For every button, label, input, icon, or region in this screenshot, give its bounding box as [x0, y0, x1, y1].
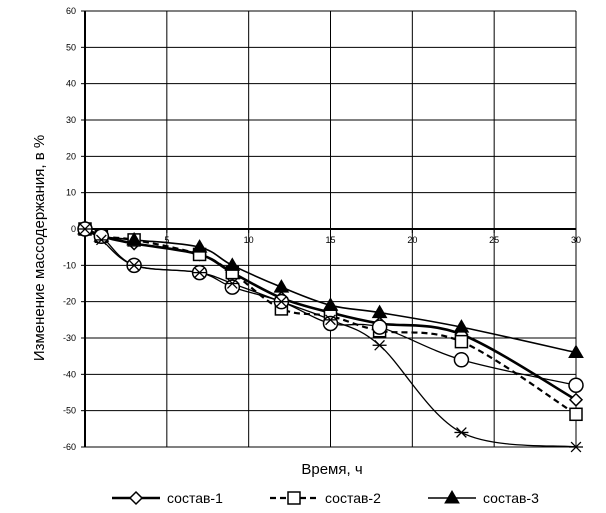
axes: [81, 10, 577, 448]
series-line-3: [84, 228, 577, 354]
series-4-point: [453, 352, 470, 368]
series-4-point: [322, 315, 339, 332]
series-3-point: [273, 279, 290, 293]
y-tick-label: -50: [63, 406, 76, 416]
y-tick-label: 20: [66, 151, 76, 161]
y-tick-label: 60: [66, 6, 76, 16]
y-tick-label: -10: [63, 260, 76, 270]
x-tick-label: 20: [407, 235, 417, 245]
series-5-point: [225, 278, 240, 289]
x-tick-label: 15: [325, 235, 335, 245]
y-axis-title: Изменение массодержания, в %: [31, 135, 48, 361]
series-line-2: [84, 227, 577, 416]
y-tick-label: -20: [63, 297, 76, 307]
legend-marker-square: [287, 491, 301, 505]
series-4-point: [371, 319, 388, 335]
x-tick-label: 30: [571, 235, 581, 245]
series-2-point: [569, 407, 583, 422]
series-5-point: [94, 234, 109, 246]
y-tick-label: 0: [71, 224, 76, 234]
series-5-point: [78, 223, 92, 235]
legend-marker-triangle: [444, 490, 460, 504]
y-tick-label: -30: [63, 333, 76, 343]
series-line-1: [84, 227, 577, 401]
series-5-point: [454, 427, 469, 438]
series-1-point: [568, 392, 584, 407]
legend: состав-1 состав-2 состав-3: [112, 490, 539, 506]
series-5-point: [192, 267, 207, 278]
legend-label: состав-2: [325, 490, 381, 506]
series-4-point: [93, 228, 110, 245]
series-3-point: [453, 319, 470, 333]
series-3-point: [191, 239, 208, 253]
series-3-point: [224, 257, 241, 271]
series-5-point: [274, 296, 289, 308]
series-5-point: [372, 339, 387, 351]
legend-label: состав-3: [483, 490, 539, 506]
series-5-point: [569, 441, 583, 453]
series-3-point: [371, 304, 388, 319]
x-tick-label: 10: [244, 235, 254, 245]
series-3-point: [568, 344, 584, 359]
legend-label: состав-1: [167, 490, 223, 506]
series-3-point: [322, 297, 339, 311]
legend-marker-diamond: [128, 490, 144, 506]
series-4-point: [568, 377, 584, 393]
series-2-point: [454, 334, 469, 349]
series-3-point: [126, 231, 142, 246]
x-tick-label: 5: [164, 235, 169, 245]
y-tick-label: -40: [63, 369, 76, 379]
y-tick-label: 40: [66, 79, 76, 89]
y-tick-label: 30: [66, 115, 76, 125]
x-tick-label: 25: [489, 235, 499, 245]
series-lines: [84, 227, 577, 448]
y-tick-label: -60: [63, 442, 76, 452]
tick-labels: 60 50 40 30 20 10 0 -10 -20 -30 -40 -50 -60 5 10 15 20 25…: [63, 6, 581, 452]
y-tick-label: 50: [66, 42, 76, 52]
series-5-point: [323, 314, 338, 326]
series-4-point: [224, 279, 241, 295]
y-tick-label: 10: [66, 188, 76, 198]
series-5-point: [127, 259, 142, 271]
series-markers: [77, 221, 584, 453]
x-axis-title: Время, ч: [301, 461, 362, 478]
